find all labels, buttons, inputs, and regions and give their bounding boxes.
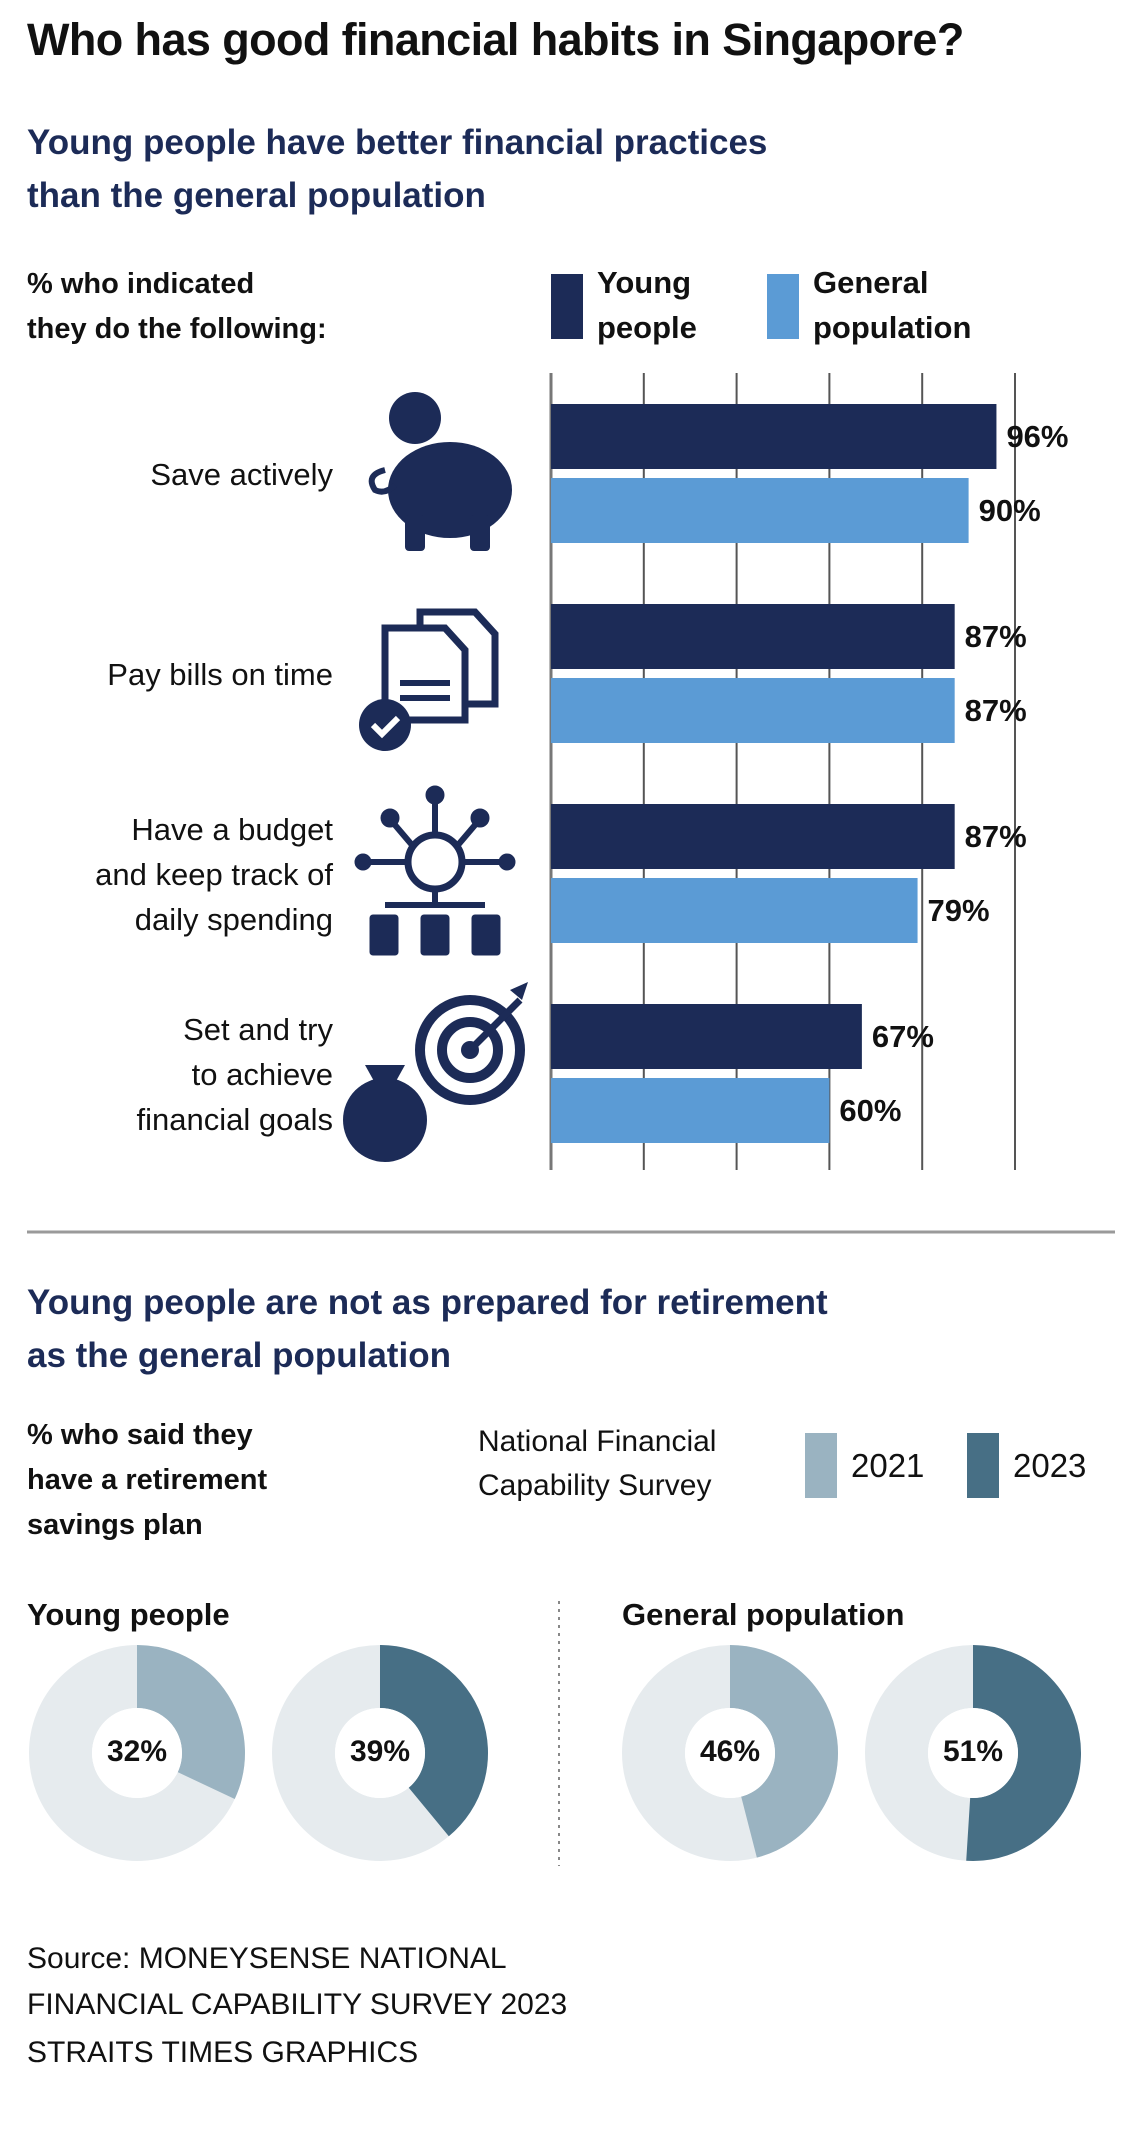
legend-swatch xyxy=(967,1433,999,1498)
icon-budget xyxy=(354,785,516,956)
category-label: Save actively xyxy=(150,456,333,492)
icon-goals xyxy=(343,982,528,1162)
value-label: 39% xyxy=(350,1735,410,1768)
value-label: 87% xyxy=(964,819,1027,854)
donut-hole xyxy=(92,1708,182,1798)
axis-label: % who said they have a retirement saving… xyxy=(27,1419,268,1541)
legend-label: 2021 xyxy=(851,1447,925,1484)
value-label: 46% xyxy=(700,1735,760,1768)
bar xyxy=(551,478,969,543)
donut-hole xyxy=(685,1708,775,1798)
donut-hole xyxy=(928,1708,1018,1798)
legend-swatch xyxy=(805,1433,837,1498)
bar xyxy=(551,1078,830,1143)
value-label: 79% xyxy=(927,893,990,928)
bar xyxy=(551,804,955,869)
category-label: Set and try to achieve financial goals xyxy=(136,1011,333,1137)
legend-label: 2023 xyxy=(1013,1447,1087,1484)
group-label: Young people xyxy=(27,1597,230,1632)
credit: STRAITS TIMES GRAPHICS xyxy=(27,2036,419,2069)
value-label: 87% xyxy=(964,693,1027,728)
group-label: General population xyxy=(622,1597,905,1632)
donut-slice xyxy=(966,1645,1081,1861)
icon-bills xyxy=(359,608,499,751)
value-label: 60% xyxy=(839,1093,902,1128)
legend-swatch xyxy=(767,274,799,339)
value-label: 51% xyxy=(943,1735,1003,1768)
category-label: Have a budget and keep track of daily sp… xyxy=(95,811,333,937)
value-label: 90% xyxy=(978,493,1041,528)
value-label: 87% xyxy=(964,619,1027,654)
icon-piggy-bank xyxy=(368,392,512,551)
category-label: Pay bills on time xyxy=(107,656,333,692)
chart-title: Young people have better financial pract… xyxy=(27,123,768,215)
bar xyxy=(551,404,997,469)
legend-title: National Financial Capability Survey xyxy=(478,1425,717,1502)
donut-hole xyxy=(335,1708,425,1798)
donut-slice xyxy=(728,1645,838,1858)
value-label: 96% xyxy=(1006,419,1069,454)
donut-slice xyxy=(135,1645,245,1799)
value-label: 32% xyxy=(107,1735,167,1768)
bar xyxy=(551,1004,862,1069)
page-title: Who has good financial habits in Singapo… xyxy=(27,14,964,65)
legend-swatch xyxy=(551,274,583,339)
legend-label: General population xyxy=(813,265,972,345)
axis-label: % who indicated they do the following: xyxy=(27,268,327,345)
bar xyxy=(551,878,918,943)
chart-title: Young people are not as prepared for ret… xyxy=(27,1283,828,1375)
legend-label: Young people xyxy=(597,265,697,345)
bar xyxy=(551,604,955,669)
bar xyxy=(551,678,955,743)
source: Source: MONEYSENSE NATIONAL FINANCIAL CA… xyxy=(27,1942,568,2021)
donut-slice xyxy=(378,1645,488,1837)
value-label: 67% xyxy=(871,1019,934,1054)
